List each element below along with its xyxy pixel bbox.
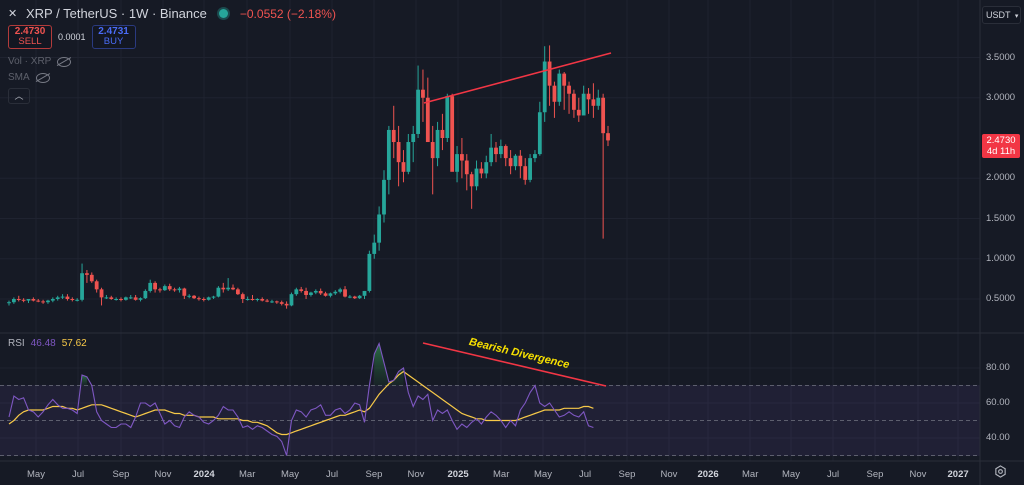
rsi-tick: 60.00 <box>986 397 1010 408</box>
spread-value: 0.0001 <box>58 32 86 42</box>
symbol-header: ✕ XRP / TetherUS · 1W · Binance −0.0552 … <box>8 6 336 21</box>
price-tick: 3.0000 <box>986 91 1016 103</box>
rsi-line <box>8 341 594 456</box>
rsi-ma-line <box>8 370 594 436</box>
time-tick: Nov <box>154 469 172 480</box>
currency-label: USDT <box>986 10 1011 20</box>
time-tick: Sep <box>365 469 383 480</box>
bar-countdown: 4d 11h <box>986 146 1016 157</box>
indicator-sma[interactable]: SMA <box>8 72 50 83</box>
price-tick: 1.0000 <box>986 252 1016 264</box>
candlestick-series <box>7 45 610 309</box>
currency-selector[interactable]: USDT ▾ <box>982 6 1021 24</box>
time-tick: Mar <box>239 469 256 480</box>
time-tick: Sep <box>112 469 130 480</box>
time-tick: 2026 <box>697 469 719 480</box>
indicator-vol-label: Vol · XRP <box>8 56 52 67</box>
time-tick: Nov <box>909 469 927 480</box>
time-tick: 2025 <box>447 469 469 480</box>
time-tick: May <box>281 469 299 480</box>
rsi-tick: 80.00 <box>986 362 1010 373</box>
price-tick: 2.0000 <box>986 172 1016 184</box>
price-tick: 3.5000 <box>986 51 1016 63</box>
time-tick: Jul <box>827 469 840 480</box>
indicator-vol[interactable]: Vol · XRP <box>8 56 72 67</box>
chevron-up-icon: ︿ <box>14 91 24 101</box>
chevron-down-icon: ▾ <box>1014 13 1019 20</box>
time-tick: Jul <box>72 469 85 480</box>
collapse-indicators-button[interactable]: ︿ <box>8 88 30 104</box>
trendline[interactable] <box>422 342 607 387</box>
sell-label: SELL <box>18 36 42 47</box>
eye-hidden-icon[interactable] <box>35 72 50 83</box>
rsi-legend[interactable]: RSI 46.48 57.62 <box>8 338 87 349</box>
sell-price: 2.4730 <box>14 26 46 37</box>
buy-label: BUY <box>103 36 124 47</box>
time-tick: 2027 <box>947 469 969 480</box>
trendline[interactable] <box>423 52 612 104</box>
grid-lines <box>0 0 980 461</box>
buy-button[interactable]: 2.4731 BUY <box>91 25 136 49</box>
last-price-label: 2.4730 4d 11h <box>982 134 1020 158</box>
price-tick: 1.5000 <box>986 212 1016 224</box>
time-tick: Nov <box>407 469 425 480</box>
market-status-icon[interactable] <box>218 9 228 18</box>
price-change: −0.0552 (−2.18%) <box>239 6 336 21</box>
rsi-overbought-fill <box>82 343 404 386</box>
trade-panel: 2.4730 SELL 0.0001 2.4731 BUY <box>8 25 136 49</box>
sell-button[interactable]: 2.4730 SELL <box>8 25 52 49</box>
time-tick: May <box>534 469 552 480</box>
time-tick: Jul <box>326 469 339 480</box>
rsi-value: 46.48 <box>30 338 56 349</box>
time-tick: May <box>782 469 800 480</box>
time-tick: Sep <box>866 469 884 480</box>
settings-gear-icon[interactable] <box>994 465 1007 478</box>
time-tick: 2024 <box>193 469 215 480</box>
time-tick: Nov <box>660 469 678 480</box>
eye-hidden-icon[interactable] <box>57 56 72 67</box>
symbol-title[interactable]: XRP / TetherUS · 1W · Binance <box>26 6 207 21</box>
time-tick: Jul <box>579 469 592 480</box>
rsi-label: RSI <box>8 338 25 349</box>
last-price-value: 2.4730 <box>986 135 1016 146</box>
rsi-tick: 40.00 <box>986 432 1010 443</box>
xrp-logo-icon: ✕ <box>8 7 18 20</box>
price-tick: 0.5000 <box>986 293 1016 304</box>
time-tick: Mar <box>493 469 510 480</box>
rsi-ma-value: 57.62 <box>61 338 87 349</box>
time-tick: Sep <box>618 469 636 480</box>
indicator-sma-label: SMA <box>8 72 30 83</box>
buy-price: 2.4731 <box>98 26 129 37</box>
time-tick: Mar <box>742 469 759 480</box>
time-tick: May <box>27 469 45 480</box>
